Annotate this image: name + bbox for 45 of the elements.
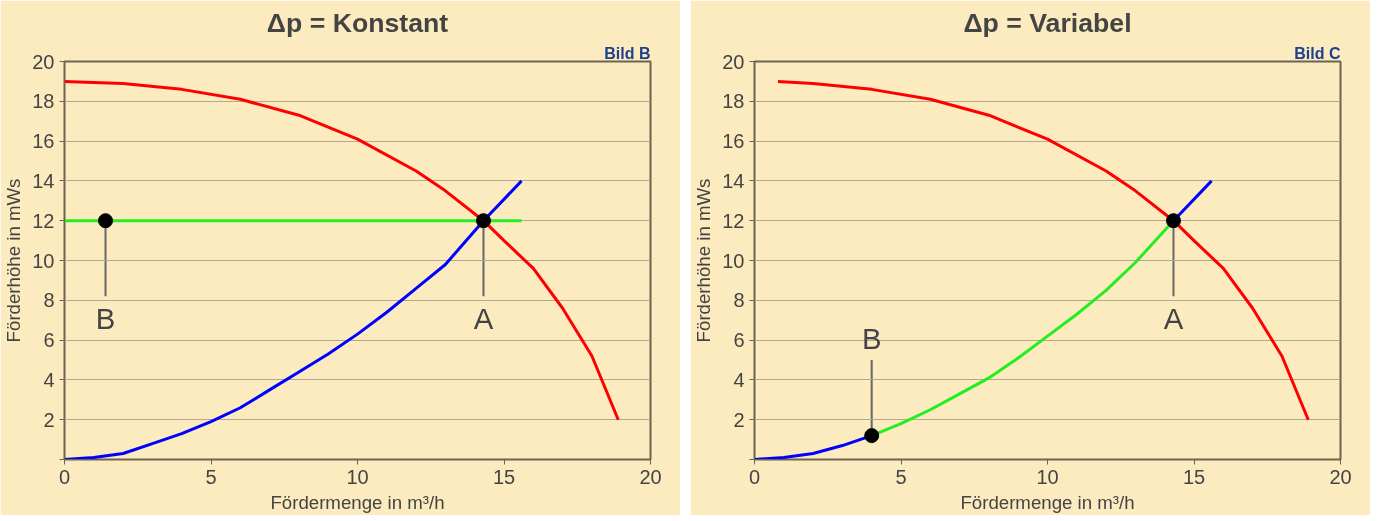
y-tick-label: 4	[733, 368, 745, 391]
y-tick-label: 14	[32, 169, 55, 192]
y-tick-label: 18	[32, 90, 55, 113]
x-tick-label: 0	[58, 465, 71, 488]
y-tick-label: 16	[32, 130, 55, 153]
x-tick-label: 20	[1329, 465, 1352, 488]
y-tick-label: 20	[722, 50, 745, 73]
line-series	[64, 79, 620, 422]
y-tick-label: 18	[722, 90, 745, 113]
text: Bild B	[604, 44, 651, 62]
annotation: B	[861, 321, 882, 355]
y-tick-label: 6	[733, 329, 745, 352]
x-tick-label: 5	[895, 465, 907, 488]
annotation: A	[473, 301, 494, 335]
x-axis-title: Fördermenge in m³/h	[960, 491, 1135, 513]
y-axis-title: Förderhöhe in mWs	[3, 178, 25, 343]
y-tick-label: 8	[43, 289, 55, 312]
y-tick-label: 12	[32, 209, 55, 232]
annotation: A	[1163, 301, 1184, 335]
line-series	[64, 179, 524, 460]
y-tick-label: 12	[722, 209, 745, 232]
chart-title: Δp = Konstant	[266, 7, 449, 38]
x-tick-label: 15	[492, 465, 516, 488]
y-tick-label: 10	[722, 249, 745, 272]
annotation: B	[95, 301, 116, 335]
x-axis-title: Fördermenge in m³/h	[270, 491, 445, 513]
y-tick-label: 20	[32, 50, 55, 73]
y-tick-label: 10	[32, 249, 55, 272]
y-tick-label: 8	[733, 289, 745, 312]
x-tick-label: 15	[1182, 465, 1206, 488]
y-tick-label: 6	[43, 329, 55, 352]
x-tick-label: 0	[748, 465, 761, 488]
x-tick-label: 20	[639, 465, 662, 488]
y-tick-label: 2	[733, 408, 745, 431]
x-tick-label: 10	[346, 465, 369, 488]
y-axis-title: Förderhöhe in mWs	[693, 178, 715, 343]
y-tick-label: 16	[722, 130, 745, 153]
x-tick-label: 10	[1036, 465, 1059, 488]
x-tick-label: 5	[205, 465, 217, 488]
chart-title: Δp = Variabel	[963, 7, 1132, 38]
text: Bild C	[1294, 44, 1341, 62]
y-tick-label: 4	[43, 368, 55, 391]
y-tick-label: 14	[722, 169, 745, 192]
line-series	[776, 79, 1310, 422]
y-tick-label: 2	[43, 408, 55, 431]
